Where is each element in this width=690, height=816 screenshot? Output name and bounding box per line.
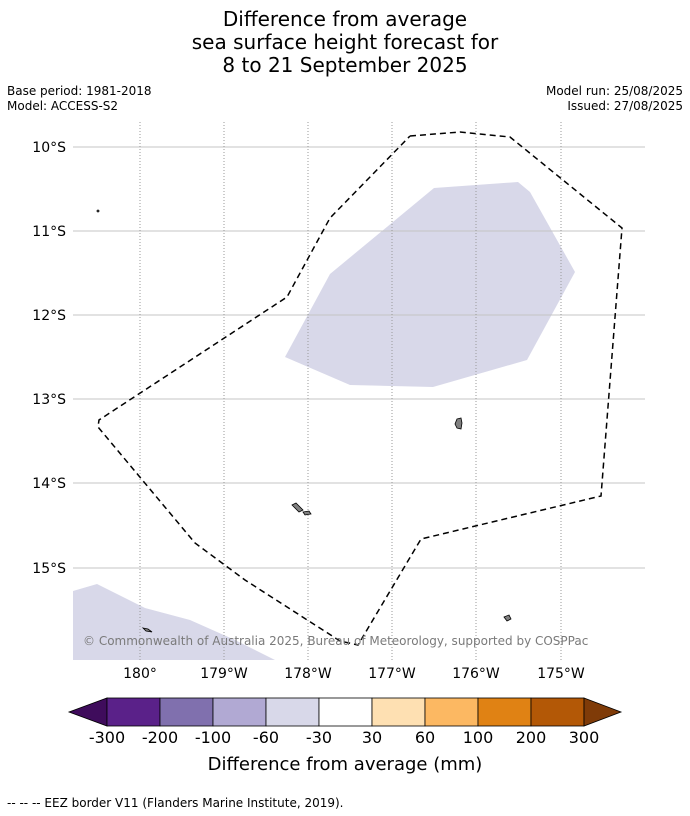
lon-label-177w: 177°W: [368, 666, 416, 682]
colorbar-extend-low: [67, 697, 108, 727]
issued-date: Issued: 27/08/2025: [567, 99, 683, 113]
colorbar-segment-5: [318, 697, 373, 727]
colorbar-label: Difference from average (mm): [208, 754, 483, 775]
island-alofi: [302, 510, 312, 516]
meta-right: Model run: 25/08/2025 Issued: 27/08/2025: [546, 84, 683, 114]
colorbar-tick-3: -100: [195, 728, 231, 747]
longitude-labels: 180° 179°W 178°W 177°W 176°W 175°W: [123, 666, 585, 682]
lat-label-10s: 10°S: [32, 140, 66, 156]
title-line-3: 8 to 21 September 2025: [222, 53, 468, 77]
colorbar-tick-1: -300: [89, 728, 125, 747]
colorbar-segment-4: [265, 697, 320, 727]
model-run: Model run: 25/08/2025: [545, 84, 683, 98]
colorbar-segment-6: [371, 697, 426, 727]
lat-label-15s: 15°S: [32, 561, 66, 577]
colorbar-extend-high: [583, 697, 623, 727]
anomaly-region-southwest: [73, 584, 275, 660]
colorbar-tick-9: 200: [516, 728, 547, 747]
island-northwest: [96, 209, 100, 213]
island-southwest: [141, 627, 153, 633]
lon-label-180: 180°: [123, 666, 157, 682]
colorbar-tick-7: 60: [415, 728, 435, 747]
colorbar-tick-5: -30: [306, 728, 332, 747]
copyright-text: © Commonwealth of Australia 2025, Bureau…: [83, 634, 588, 648]
island-wallis: [454, 417, 463, 430]
eez-footnote: -- -- -- EEZ border V11 (Flanders Marine…: [7, 796, 344, 810]
islands: [96, 209, 512, 633]
title-line-2: sea surface height forecast for: [191, 30, 499, 54]
lon-label-179w: 179°W: [200, 666, 248, 682]
map-title: Difference from average sea surface heig…: [0, 8, 690, 77]
lat-label-13s: 13°S: [32, 392, 66, 408]
model-name: Model: ACCESS-S2: [7, 99, 119, 113]
map-panel: © Commonwealth of Australia 2025, Bureau…: [73, 122, 645, 660]
lat-label-11s: 11°S: [32, 224, 66, 240]
colorbar-ticks: -300 -200 -100 -60 -30 30 60 100 200 300: [89, 728, 599, 747]
colorbar-tick-2: -200: [142, 728, 178, 747]
island-futuna: [291, 502, 304, 513]
meta-left: Base period: 1981-2018 Model: ACCESS-S2: [7, 84, 152, 114]
eez-border: [97, 131, 623, 646]
lat-label-14s: 14°S: [32, 476, 66, 492]
colorbar-tick-8: 100: [463, 728, 494, 747]
title-line-1: Difference from average: [222, 7, 468, 31]
colorbar: -300 -200 -100 -60 -30 30 60 100 200 300…: [67, 697, 623, 775]
latitude-gridlines: [73, 146, 645, 569]
colorbar-segment-7: [424, 697, 479, 727]
colorbar-segment-2: [159, 697, 214, 727]
lat-label-12s: 12°S: [32, 308, 66, 324]
lon-label-175w: 175°W: [537, 666, 585, 682]
colorbar-tick-10: 300: [569, 728, 600, 747]
base-period: Base period: 1981-2018: [7, 84, 152, 98]
lon-label-178w: 178°W: [284, 666, 332, 682]
colorbar-segment-1: [106, 697, 161, 727]
colorbar-tick-4: -60: [253, 728, 279, 747]
lon-label-176w: 176°W: [452, 666, 500, 682]
colorbar-segment-9: [530, 697, 585, 727]
latitude-labels: 10°S 11°S 12°S 13°S 14°S 15°S: [32, 140, 66, 577]
colorbar-segment-3: [212, 697, 267, 727]
anomaly-region-north: [285, 182, 575, 387]
island-southeast: [503, 614, 512, 622]
colorbar-tick-6: 30: [362, 728, 382, 747]
colorbar-segment-8: [477, 697, 532, 727]
